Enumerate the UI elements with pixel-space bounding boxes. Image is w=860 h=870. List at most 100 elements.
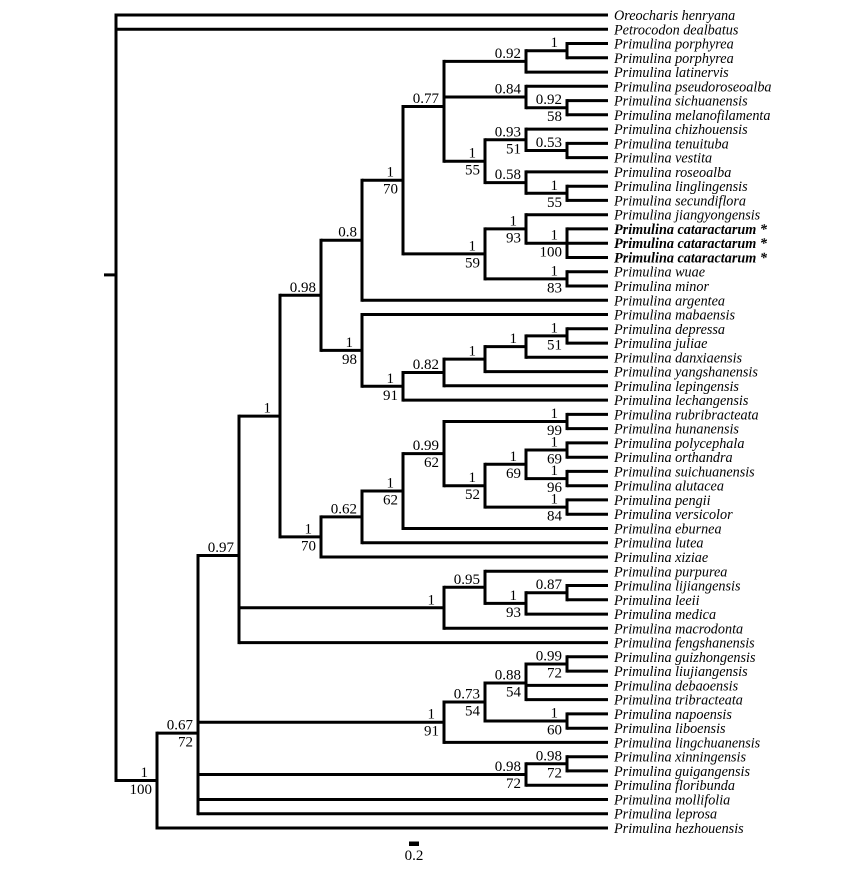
svg-text:Primulina napoensis: Primulina napoensis	[613, 707, 732, 723]
svg-text:1: 1	[510, 588, 518, 604]
svg-text:Primulina porphyrea: Primulina porphyrea	[613, 37, 734, 53]
svg-text:Primulina medica: Primulina medica	[613, 607, 716, 623]
svg-text:51: 51	[547, 337, 562, 353]
svg-text:Primulina floribunda: Primulina floribunda	[613, 778, 735, 794]
svg-text:1: 1	[428, 592, 436, 608]
svg-text:Primulina debaoensis: Primulina debaoensis	[613, 678, 739, 694]
svg-text:1: 1	[387, 476, 395, 492]
svg-text:0.67: 0.67	[167, 718, 194, 734]
svg-text:69: 69	[506, 466, 521, 482]
svg-text:Primulina lepingensis: Primulina lepingensis	[613, 379, 739, 395]
svg-text:0.97: 0.97	[208, 540, 235, 556]
svg-text:91: 91	[424, 724, 439, 740]
svg-text:1: 1	[428, 707, 436, 723]
svg-text:1: 1	[510, 449, 518, 465]
svg-text:Primulina roseoalba: Primulina roseoalba	[613, 165, 731, 181]
svg-text:Primulina porphyrea: Primulina porphyrea	[613, 51, 734, 67]
svg-text:1: 1	[469, 470, 477, 486]
svg-text:Primulina lijiangensis: Primulina lijiangensis	[613, 579, 741, 595]
svg-text:72: 72	[506, 776, 521, 792]
svg-text:Primulina cataractarum *: Primulina cataractarum *	[614, 251, 768, 267]
svg-text:0.87: 0.87	[536, 577, 563, 593]
svg-text:0.98: 0.98	[495, 759, 521, 775]
svg-text:Primulina hunanensis: Primulina hunanensis	[613, 422, 739, 438]
svg-text:1: 1	[469, 344, 477, 360]
svg-text:100: 100	[540, 245, 563, 261]
svg-text:62: 62	[424, 455, 439, 471]
svg-text:1: 1	[551, 706, 559, 722]
svg-text:Primulina latinervis: Primulina latinervis	[613, 65, 729, 81]
svg-text:Primulina depressa: Primulina depressa	[613, 322, 725, 338]
svg-text:1: 1	[510, 213, 518, 229]
svg-text:Primulina purpurea: Primulina purpurea	[613, 564, 727, 580]
svg-text:0.95: 0.95	[454, 572, 480, 588]
svg-text:1: 1	[387, 371, 395, 387]
svg-text:0.53: 0.53	[536, 135, 562, 151]
svg-text:Primulina yangshanensis: Primulina yangshanensis	[613, 365, 758, 381]
svg-text:Primulina danxiaensis: Primulina danxiaensis	[613, 350, 743, 366]
svg-text:Primulina tenuituba: Primulina tenuituba	[613, 136, 729, 152]
svg-text:0.92: 0.92	[536, 92, 562, 108]
svg-text:70: 70	[383, 182, 398, 198]
svg-text:Primulina tribracteata: Primulina tribracteata	[613, 693, 743, 709]
svg-text:93: 93	[506, 605, 521, 621]
svg-text:1: 1	[346, 335, 354, 351]
svg-text:Primulina alutacea: Primulina alutacea	[613, 479, 724, 495]
svg-text:1: 1	[551, 492, 559, 508]
svg-text:Primulina liboensis: Primulina liboensis	[613, 721, 726, 737]
svg-text:52: 52	[465, 487, 480, 503]
svg-text:54: 54	[465, 704, 481, 720]
svg-text:51: 51	[506, 141, 521, 157]
svg-text:Primulina chizhouensis: Primulina chizhouensis	[613, 122, 748, 138]
svg-text:1: 1	[141, 765, 149, 781]
svg-text:72: 72	[547, 666, 562, 682]
svg-text:0.82: 0.82	[413, 357, 439, 373]
svg-text:Primulina cataractarum *: Primulina cataractarum *	[614, 236, 768, 252]
svg-text:0.58: 0.58	[495, 167, 521, 183]
svg-text:Primulina leeii: Primulina leeii	[613, 593, 700, 609]
svg-text:Primulina xiziae: Primulina xiziae	[613, 550, 708, 566]
svg-text:Primulina sichuanensis: Primulina sichuanensis	[613, 94, 748, 110]
svg-text:Primulina hezhouensis: Primulina hezhouensis	[613, 821, 744, 837]
svg-text:1: 1	[469, 146, 477, 162]
svg-text:93: 93	[506, 230, 521, 246]
svg-text:Primulina xinningensis: Primulina xinningensis	[613, 750, 746, 766]
svg-text:100: 100	[130, 782, 153, 798]
svg-text:Primulina lutea: Primulina lutea	[613, 536, 703, 552]
svg-text:59: 59	[465, 255, 480, 271]
svg-text:54: 54	[506, 685, 522, 701]
svg-text:1: 1	[551, 263, 559, 279]
svg-text:1: 1	[264, 401, 272, 417]
svg-text:98: 98	[342, 352, 357, 368]
svg-text:Primulina leprosa: Primulina leprosa	[613, 807, 717, 823]
svg-text:1: 1	[551, 463, 559, 479]
svg-text:0.62: 0.62	[331, 501, 357, 517]
svg-text:Primulina versicolor: Primulina versicolor	[613, 507, 733, 523]
svg-text:Oreocharis henryana: Oreocharis henryana	[614, 8, 735, 24]
svg-text:Primulina lechangensis: Primulina lechangensis	[613, 393, 749, 409]
svg-text:0.98: 0.98	[536, 748, 562, 764]
svg-text:Primulina guigangensis: Primulina guigangensis	[613, 764, 750, 780]
svg-text:Primulina vestita: Primulina vestita	[613, 151, 712, 167]
svg-text:96: 96	[547, 480, 563, 496]
svg-text:55: 55	[547, 195, 562, 211]
svg-text:1: 1	[387, 165, 395, 181]
svg-text:60: 60	[547, 723, 562, 739]
svg-text:1: 1	[469, 238, 477, 254]
svg-text:Primulina mabaensis: Primulina mabaensis	[613, 308, 735, 324]
svg-text:1: 1	[551, 178, 559, 194]
svg-text:0.92: 0.92	[495, 46, 521, 62]
svg-text:1: 1	[551, 406, 559, 422]
svg-text:Primulina pseudoroseoalba: Primulina pseudoroseoalba	[613, 79, 772, 95]
svg-text:Primulina cataractarum *: Primulina cataractarum *	[614, 222, 768, 238]
svg-text:Primulina rubribracteata: Primulina rubribracteata	[613, 407, 759, 423]
svg-text:1: 1	[510, 331, 518, 347]
svg-text:Primulina polycephala: Primulina polycephala	[613, 436, 744, 452]
svg-text:Primulina guizhongensis: Primulina guizhongensis	[613, 650, 756, 666]
svg-text:0.2: 0.2	[405, 848, 424, 864]
svg-text:Primulina lingchuanensis: Primulina lingchuanensis	[613, 735, 761, 751]
svg-text:Primulina fengshanensis: Primulina fengshanensis	[613, 636, 755, 652]
svg-text:0.8: 0.8	[338, 225, 357, 241]
svg-text:0.77: 0.77	[413, 91, 440, 107]
svg-text:Primulina pengii: Primulina pengii	[613, 493, 711, 509]
